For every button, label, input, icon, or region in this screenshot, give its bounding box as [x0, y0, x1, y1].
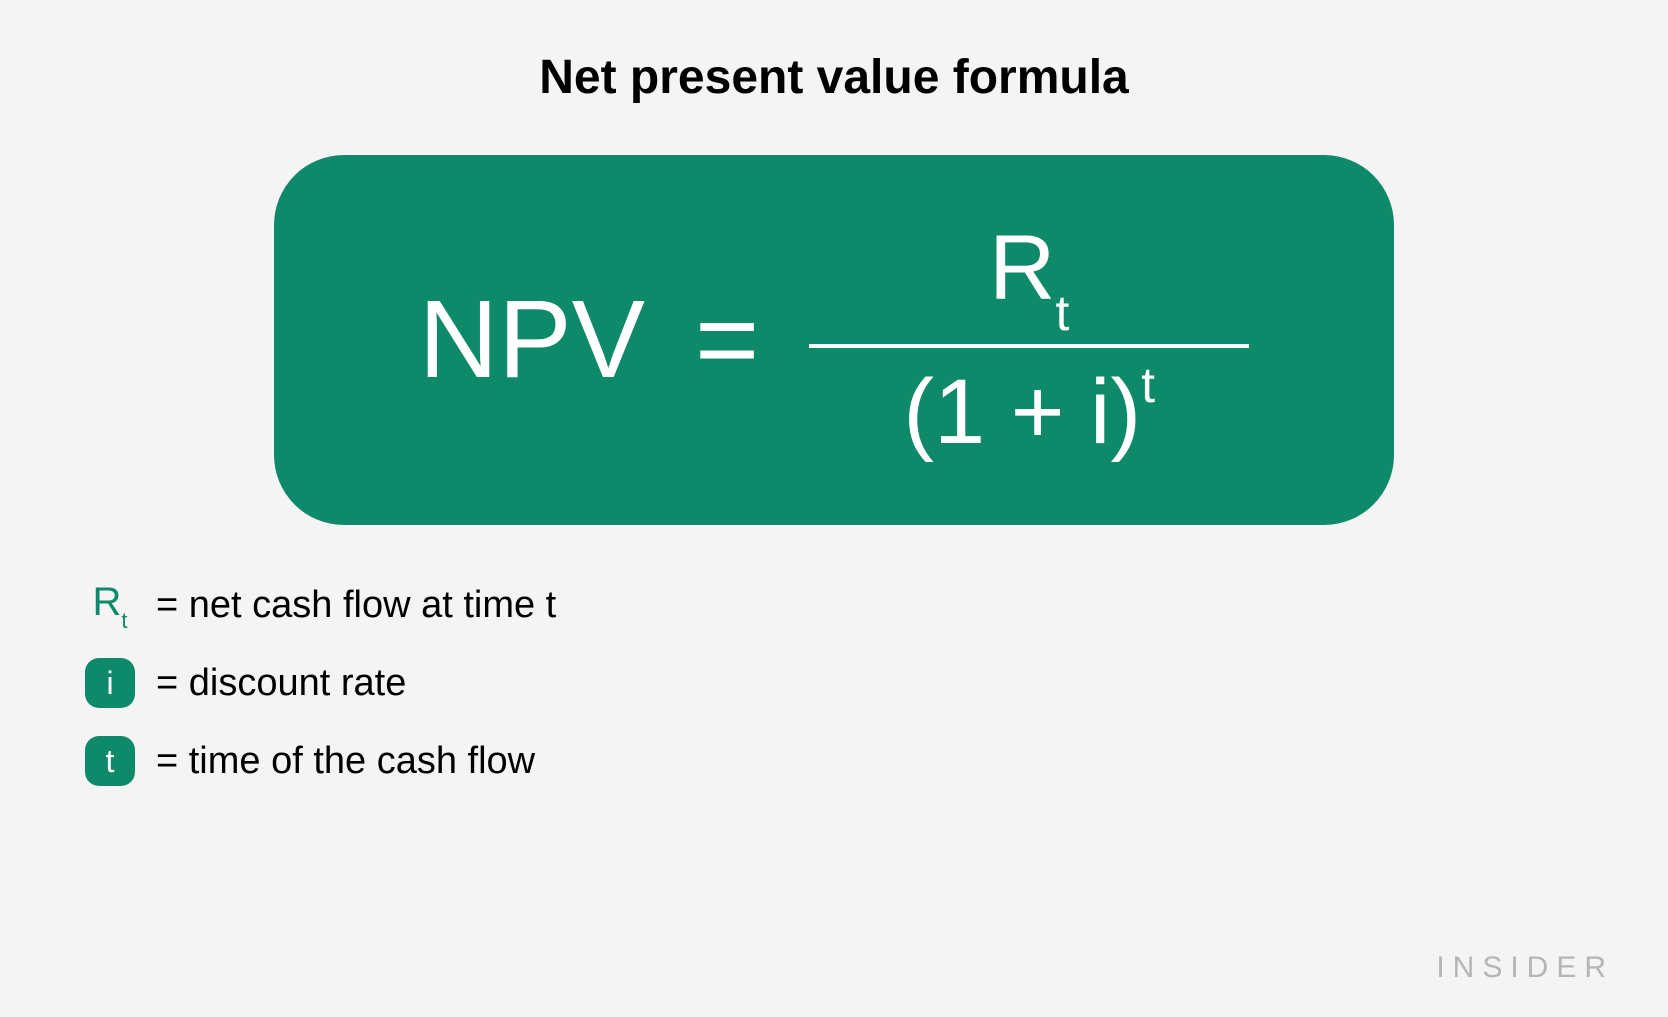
legend-def-t: = time of the cash flow: [156, 740, 535, 783]
page-title: Net present value formula: [70, 50, 1598, 105]
legend-row-rt: Rt = net cash flow at time t: [80, 580, 1598, 630]
legend-row-t: t = time of the cash flow: [80, 736, 1598, 786]
legend-symbol-rt: Rt: [80, 580, 140, 630]
denom-var: i: [1090, 361, 1110, 463]
legend-badge-t: t: [85, 736, 135, 786]
formula-denominator: (1 + i)t: [903, 366, 1155, 458]
legend-rt-base: R: [92, 580, 121, 624]
legend: Rt = net cash flow at time t i = discoun…: [80, 580, 1598, 786]
denom-sup: t: [1141, 357, 1155, 413]
formula-content: NPV = Rt (1 + i)t: [419, 222, 1249, 458]
legend-row-i: i = discount rate: [80, 658, 1598, 708]
numerator-base: R: [989, 217, 1055, 319]
legend-badge-i: i: [85, 658, 135, 708]
legend-def-i: = discount rate: [156, 662, 406, 705]
numerator-sub: t: [1055, 285, 1069, 341]
legend-rt-sub: t: [121, 608, 127, 633]
denom-close: ): [1111, 361, 1142, 463]
watermark: INSIDER: [1436, 951, 1614, 985]
formula-lhs: NPV: [419, 285, 645, 395]
formula-equals: =: [695, 285, 759, 395]
denom-open: (1 +: [903, 361, 1090, 463]
formula-fraction: Rt (1 + i)t: [809, 222, 1249, 458]
legend-def-rt: = net cash flow at time t: [156, 584, 556, 627]
formula-numerator: Rt: [989, 222, 1069, 326]
fraction-bar: [809, 344, 1249, 348]
formula-box: NPV = Rt (1 + i)t: [274, 155, 1394, 525]
